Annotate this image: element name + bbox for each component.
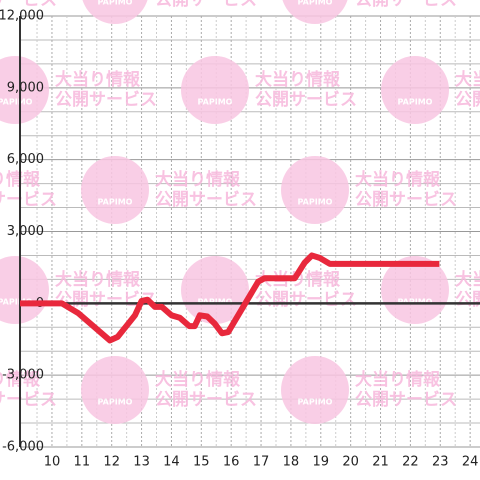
watermark-text: 大当り情報	[355, 169, 441, 190]
line	[20, 252, 440, 344]
watermark-logo-text: PAPIMO	[0, 298, 33, 307]
watermark-logo-text: PAPIMO	[198, 98, 233, 107]
watermark-text: 公開サービス	[255, 290, 357, 310]
watermark-text: 大当り情報	[255, 269, 341, 290]
watermark-text: 大当り情報	[155, 169, 241, 190]
x-tick-label: 15	[193, 455, 210, 470]
watermark-logo	[281, 356, 349, 424]
y-tick-label: 6,000	[7, 152, 44, 167]
watermark-logo	[181, 256, 249, 324]
y-tick-label: 3,000	[7, 224, 44, 239]
x-tick-label: 16	[223, 455, 240, 470]
watermark-logo	[381, 256, 449, 324]
x-tick-label: 13	[133, 455, 150, 470]
x-tick-label: 22	[402, 455, 419, 470]
watermark-logo	[81, 356, 149, 424]
watermark-text: 公開サービス	[155, 0, 257, 10]
watermark-text: 公開サービス	[0, 190, 57, 210]
x-tick-label: 17	[253, 455, 270, 470]
x-tick-label: 20	[342, 455, 359, 470]
y-tick-label: 9,000	[7, 80, 44, 95]
watermark-text: 公開サービス	[155, 390, 257, 410]
watermark-text: 大当り情報	[455, 269, 480, 290]
x-tick-label: 11	[74, 455, 91, 470]
watermark-text: 公開サービス	[0, 390, 57, 410]
watermark-text: 大当り情報	[255, 69, 341, 90]
watermark-logo-text: PAPIMO	[398, 98, 433, 107]
watermark-logo	[82, 0, 148, 24]
x-tick-label: 24	[462, 455, 479, 470]
x-tick-label: 12	[103, 455, 120, 470]
watermark-text: 大当り情報	[55, 69, 141, 90]
watermark-logo	[0, 56, 49, 124]
watermark-logo-text: PAPIMO	[298, 198, 333, 207]
y-tick-label: 12,000	[0, 9, 44, 24]
watermark-text: 公開サービス	[355, 390, 457, 410]
watermark-text: 公開サービス	[155, 190, 257, 210]
watermark-text: 大当り情報	[55, 269, 141, 290]
x-tick-label: 14	[163, 455, 180, 470]
watermark-logo	[181, 56, 249, 124]
watermark-text: 公開サービス	[355, 0, 457, 10]
x-tick-label: 19	[313, 455, 330, 470]
y-tick-label: -3,000	[2, 368, 44, 383]
watermark-logo-text: PAPIMO	[98, 0, 133, 7]
y-tick-label: -6,000	[2, 440, 44, 455]
watermark-logo	[81, 156, 149, 224]
x-tick-label: 21	[372, 455, 389, 470]
watermark-text: 公開サービス	[455, 290, 480, 310]
watermark-text: 公開サービス	[55, 290, 157, 310]
x-tick-label: 18	[283, 455, 300, 470]
watermark-text: 大当り情報	[455, 69, 480, 90]
watermark-text: 公開サービス	[255, 90, 357, 110]
watermark-text: 公開サービス	[355, 190, 457, 210]
watermark-logo	[282, 0, 348, 24]
watermark-logo	[381, 56, 449, 124]
x-tick-label: 23	[432, 455, 449, 470]
watermark-text: 公開サービス	[55, 90, 157, 110]
watermark-logo	[281, 156, 349, 224]
watermark-text: 大当り情報	[355, 369, 441, 390]
watermark-logo-text: PAPIMO	[398, 298, 433, 307]
watermark-text: 大当り情報	[155, 369, 241, 390]
watermark-logo-text: PAPIMO	[98, 398, 133, 407]
watermark-logo-text: PAPIMO	[98, 198, 133, 207]
watermark-logo-text: PAPIMO	[198, 298, 233, 307]
watermark-logo-text: PAPIMO	[298, 398, 333, 407]
watermark-text: 公開サービス	[0, 0, 57, 10]
watermark-logo	[0, 256, 49, 324]
watermark: PAPIMO大当り情報公開サービスPAPIMO大当り情報公開サービスPAPIMO…	[0, 0, 480, 424]
watermark-text: 公開サービス	[455, 90, 480, 110]
watermark-logo-text: PAPIMO	[0, 98, 33, 107]
x-tick-label: 10	[44, 455, 61, 470]
watermark-logo-text: PAPIMO	[298, 0, 333, 7]
